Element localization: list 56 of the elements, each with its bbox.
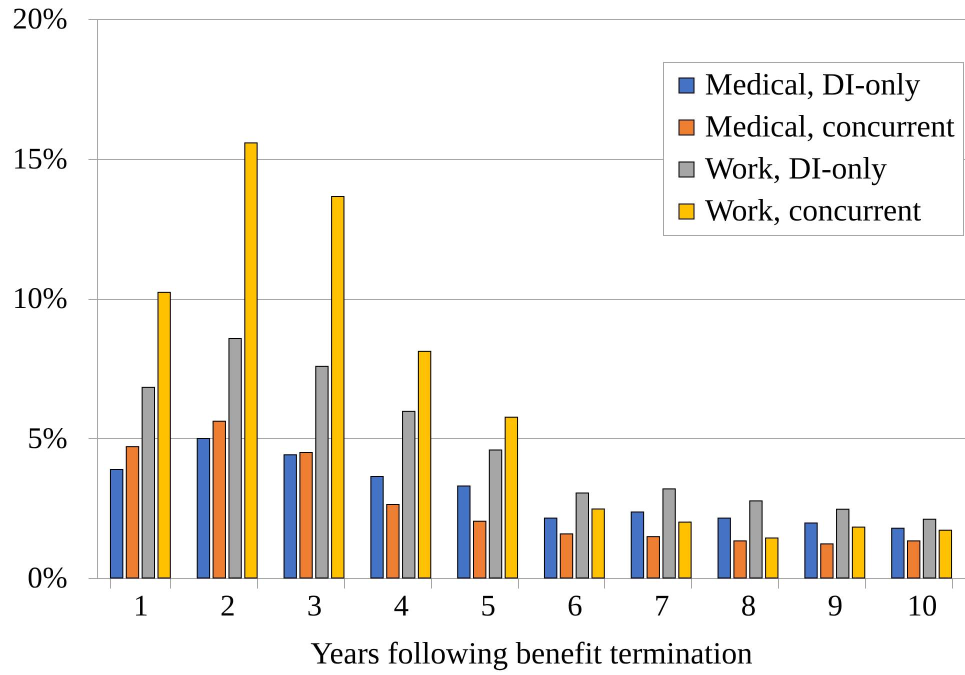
bar (678, 522, 692, 578)
bar (212, 420, 226, 578)
bar (244, 142, 258, 578)
legend-label: Work, concurrent (705, 192, 922, 228)
bar (852, 526, 866, 578)
y-tick-label: 20% (12, 2, 68, 36)
bar (907, 540, 920, 578)
bar (331, 196, 344, 578)
bar (370, 476, 384, 578)
bar (630, 512, 644, 578)
x-tick-label: 1 (133, 590, 148, 622)
bar (922, 518, 936, 578)
bar (488, 449, 502, 578)
bar (110, 469, 124, 578)
x-axis-title: Years following benefit termination (310, 636, 753, 670)
x-tick-label: 8 (741, 590, 756, 622)
bar (544, 518, 558, 578)
x-tick-label: 7 (654, 590, 670, 622)
legend-label: Work, DI-only (705, 150, 888, 186)
x-tick-label: 4 (394, 590, 409, 622)
y-tick-label: 5% (28, 422, 68, 455)
bar (820, 543, 834, 578)
x-tick-label: 2 (220, 590, 236, 622)
bar (196, 438, 210, 578)
bar (299, 452, 313, 578)
y-tick-label: 0% (28, 562, 68, 594)
bar (891, 528, 905, 578)
bar (804, 522, 818, 578)
bar (765, 538, 778, 578)
y-tick-label: 10% (12, 282, 68, 315)
legend-label: Medical, DI-only (705, 66, 921, 102)
y-tick-label: 15% (12, 142, 68, 176)
bar (749, 500, 763, 578)
bar (646, 536, 660, 578)
x-tick-label: 3 (307, 590, 322, 622)
bar (473, 520, 486, 578)
bar (938, 530, 952, 578)
x-tick-label: 5 (480, 590, 496, 622)
x-tick-label: 6 (567, 590, 582, 622)
bar (560, 533, 574, 578)
x-tick-label: 10 (907, 590, 938, 622)
bar (284, 454, 297, 578)
bar (504, 416, 518, 578)
bar (576, 492, 589, 578)
x-tick-label: 9 (828, 590, 843, 622)
bar (662, 488, 676, 578)
legend-label: Medical, concurrent (705, 108, 955, 144)
bar (126, 446, 140, 578)
bar (418, 350, 432, 578)
bar (386, 504, 400, 578)
bar (836, 508, 850, 578)
bar (157, 292, 171, 578)
bar (718, 518, 731, 578)
bar (457, 486, 471, 578)
bar (733, 540, 747, 578)
bar (591, 508, 605, 578)
